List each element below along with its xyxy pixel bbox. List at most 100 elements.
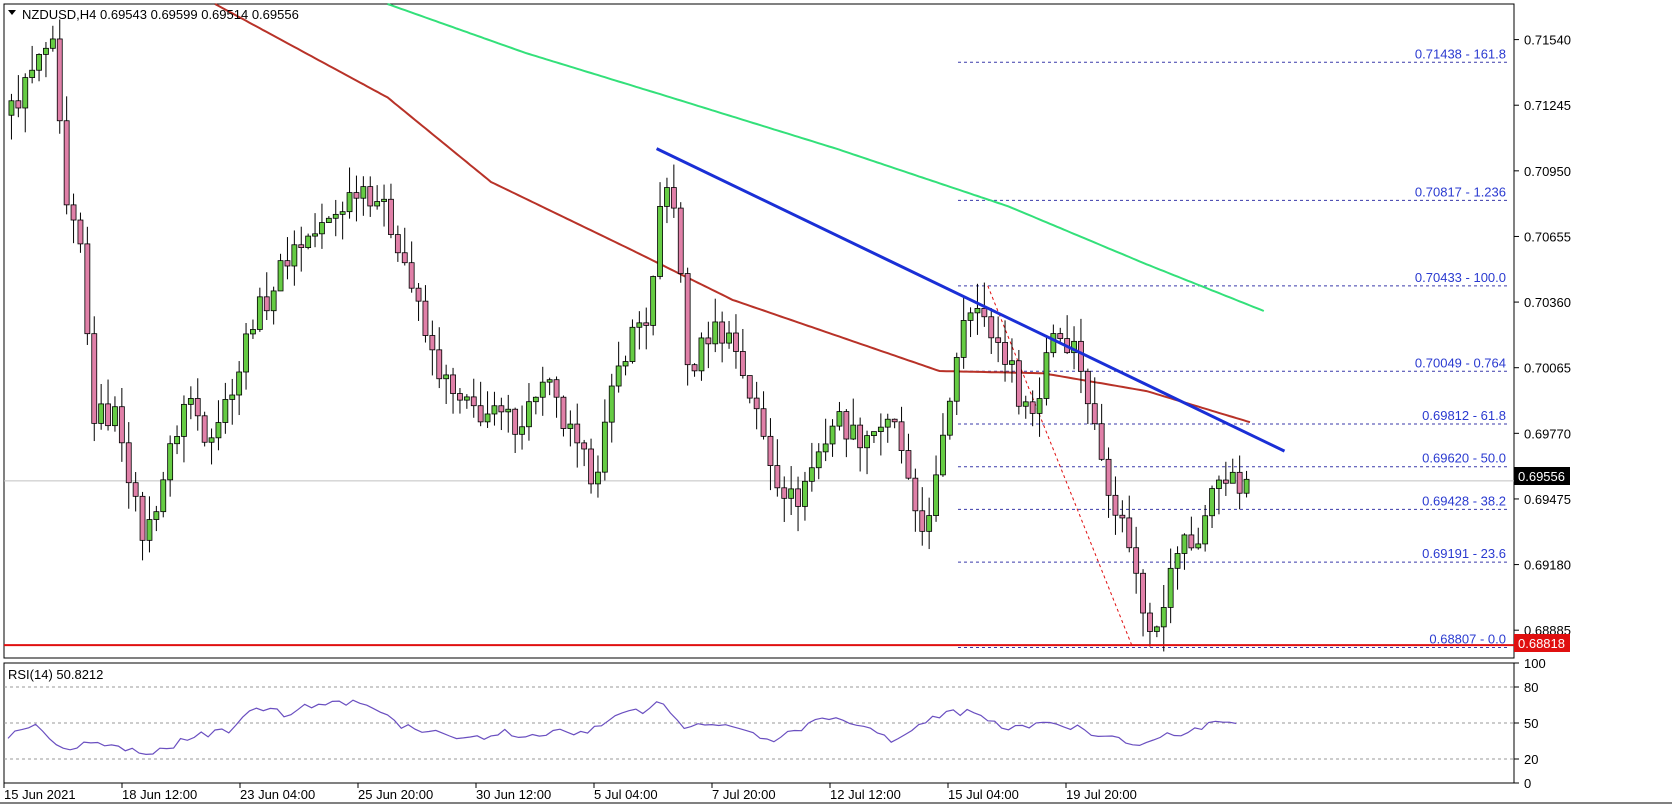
bull-candle-body: [243, 333, 249, 373]
bull-candle-body: [622, 361, 629, 367]
candle: [415, 283, 422, 321]
bull-candle-body: [850, 424, 857, 440]
bull-candle-body: [43, 47, 49, 55]
rsi-indicator: [4, 686, 1514, 760]
bear-candle-body: [781, 487, 788, 499]
bull-candle-body: [1229, 471, 1236, 484]
bear-candle-body: [857, 424, 864, 449]
candle: [974, 283, 981, 335]
time-axis-label: 23 Jun 04:00: [240, 787, 315, 802]
candle: [1098, 403, 1105, 461]
candle: [726, 320, 732, 349]
candle: [967, 307, 974, 338]
moving-averages: [214, 3, 1265, 424]
bull-candle-body: [167, 443, 174, 481]
candle: [56, 19, 63, 134]
bear-candle-body: [125, 442, 132, 484]
bull-candle-body: [884, 418, 891, 428]
bull-candle-body: [319, 222, 325, 235]
bear-candle-body: [588, 448, 594, 485]
candle: [733, 314, 739, 369]
support-price-label: 0.68818: [1518, 636, 1565, 651]
candle: [1222, 461, 1229, 496]
candle: [519, 405, 525, 450]
bear-candle-body: [470, 396, 477, 407]
bull-candle-body: [305, 235, 312, 248]
time-axis-label: 12 Jul 12:00: [830, 787, 901, 802]
candle: [381, 184, 387, 227]
candle: [346, 167, 353, 219]
candle: [1153, 625, 1160, 638]
bull-candle-body: [1216, 479, 1222, 489]
candle: [463, 394, 470, 409]
bull-candle-body: [339, 211, 346, 215]
candle: [498, 397, 505, 431]
bull-candle-body: [325, 217, 332, 223]
time-axis-label: 5 Jul 04:00: [594, 787, 658, 802]
fib-level-label: 0.68807 - 0.0: [1429, 632, 1506, 647]
candle: [63, 96, 70, 215]
candle: [560, 395, 567, 437]
bull-candle-body: [802, 480, 808, 507]
time-axis-label: 7 Jul 20:00: [712, 787, 776, 802]
bear-candle-body: [691, 364, 698, 372]
bear-candle-body: [1057, 333, 1064, 339]
bull-candle-body: [153, 511, 160, 520]
bearish-trend-line: [655, 147, 1286, 453]
candle: [808, 442, 815, 492]
candle: [422, 285, 429, 343]
bull-candle-body: [505, 408, 512, 413]
candle: [132, 472, 139, 512]
bull-candle-body: [712, 321, 719, 345]
candle: [1202, 504, 1209, 552]
moving-average-line: [214, 3, 1251, 424]
candle: [84, 226, 91, 345]
bull-candle-body: [332, 213, 339, 219]
candle: [1015, 349, 1022, 415]
bear-candle-body: [1091, 403, 1098, 425]
bull-candle-body: [1174, 553, 1181, 569]
candle: [325, 216, 332, 223]
bull-candle-body: [1050, 333, 1057, 354]
candle: [263, 272, 270, 321]
collapse-triangle-icon[interactable]: [8, 10, 16, 15]
bull-candle-body: [615, 365, 622, 387]
candle: [105, 379, 111, 431]
candle: [532, 396, 539, 415]
support-price-marker: [1514, 634, 1570, 652]
bull-candle-body: [270, 290, 277, 312]
bear-candle-body: [670, 187, 677, 209]
candle: [822, 418, 829, 462]
candle: [505, 394, 512, 433]
candle: [181, 395, 187, 463]
bull-candle-body: [601, 421, 608, 473]
bear-candle-body: [1084, 370, 1091, 405]
bull-candle-body: [215, 422, 222, 439]
bull-candle-body: [360, 186, 367, 199]
trend-lines: [4, 147, 1514, 647]
candle: [312, 213, 318, 248]
bull-candle-body: [208, 437, 215, 443]
candle: [1188, 516, 1195, 551]
bull-candle-body: [815, 451, 822, 469]
bull-candle-body: [229, 394, 236, 400]
bear-candle-body: [774, 465, 781, 489]
candle: [1181, 533, 1188, 570]
bear-candle-body: [298, 244, 305, 248]
rsi-axis-label: 80: [1524, 680, 1538, 695]
bull-candle-body: [967, 312, 974, 321]
candle: [36, 53, 42, 82]
candle: [670, 164, 677, 218]
candle: [1140, 569, 1146, 637]
bull-candle-body: [160, 479, 167, 513]
bull-candle-body: [726, 332, 732, 344]
candle: [491, 391, 498, 426]
candle: [850, 398, 857, 441]
candle: [477, 381, 484, 427]
candle: [98, 384, 105, 430]
price-axis-label: 0.69475: [1524, 492, 1571, 507]
price-panel-frame: [3, 3, 1515, 659]
bear-candle-body: [63, 120, 70, 206]
bull-candle-body: [1202, 515, 1209, 545]
candle: [15, 75, 22, 118]
